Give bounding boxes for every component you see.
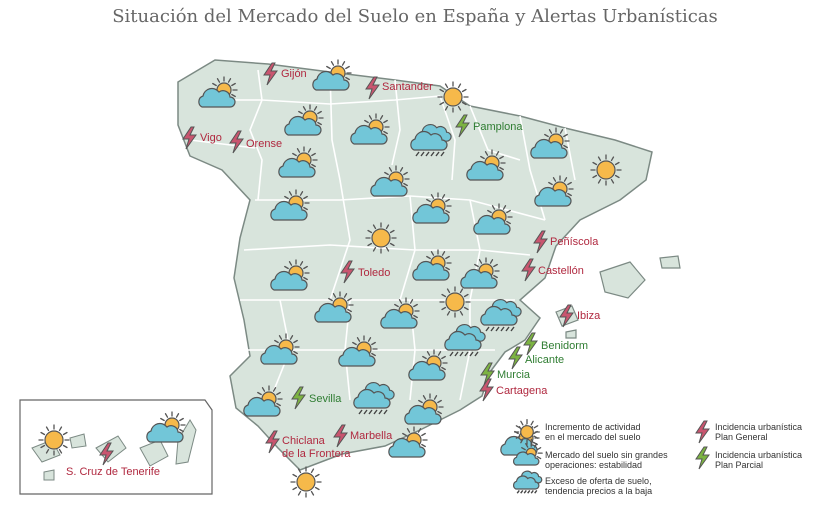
legend-storm-text: Exceso de oferta de suelo, tendencia prec… [545,476,653,496]
alert-parcial-bolt-icon [508,346,523,370]
map-marker-cloud-sun-icon [284,104,324,136]
alert-general-bolt-icon [182,126,197,150]
map-marker-cloud-sun-icon [412,249,452,281]
alert-label: S. Cruz de Tenerife [66,466,160,478]
alert-parcial-bolt-icon [480,362,495,386]
map-marker-cloud-sun-icon [243,385,283,417]
alert-general-bolt-icon [533,230,548,254]
alert-general-bolt-icon [365,76,380,100]
map-marker-sun-icon [365,222,397,254]
legend-cloud-sun-text: Mercado del suelo sin grandes operaciones… [545,450,668,470]
map-marker-cloud-sun-icon [350,113,390,145]
map-marker-sun-icon [439,286,471,318]
alert-general-bolt-icon [559,304,574,328]
legend-storm-icon [513,470,543,494]
alert-general-bolt-icon [99,442,114,466]
map-marker-cloud-sun-icon [530,127,570,159]
alert-label: Marbella [350,430,393,442]
alert-general-bolt-icon [265,430,280,454]
map-marker-cloud-sun-icon [473,203,513,235]
alert-general-bolt-icon [340,260,355,284]
alert-label: Alicante [525,354,565,366]
map-marker-cloud-sun-icon [314,291,354,323]
map-marker-storm-icon [353,381,395,415]
alert-label: Chiclana de la Frontera [282,435,351,460]
legend-general-bolt-icon [695,420,710,444]
map-marker-cloud-sun-icon [198,76,238,108]
alert-label: Gijón [281,68,307,80]
alert-parcial-bolt-icon [455,114,470,138]
map-marker-cloud-sun-icon [460,257,500,289]
map-marker-sun-icon [38,424,70,456]
alert-label: Orense [246,138,283,150]
map-marker-cloud-sun-icon [312,59,352,91]
map-marker-storm-icon [444,323,486,357]
legend-general-text: Incidencia urbanística Plan General [715,422,803,442]
map-marker-storm-icon [480,298,522,332]
map-marker-storm-icon [410,123,452,157]
legend-parcial-bolt-icon [695,446,710,470]
legend-cloud-sun-icon [513,441,543,466]
alert-general-bolt-icon [263,62,278,86]
formentera [565,329,577,339]
alert-label: Santander [382,81,433,93]
map-marker-sun-icon [437,81,469,113]
map-title: Situación del Mercado del Suelo en Españ… [112,6,718,27]
alert-label: Pamplona [473,121,523,133]
map-marker-cloud-sun-icon [404,393,444,425]
map-marker-cloud-sun-icon [380,297,420,329]
alert-label: Vigo [200,132,222,144]
alert-label: Peñíscola [550,236,599,248]
alert-label: Benidorm [541,340,589,352]
map-marker-cloud-sun-icon [146,411,186,443]
map-marker-cloud-sun-icon [412,192,452,224]
alert-label: Cartagena [496,385,548,397]
map-marker-cloud-sun-icon [466,149,506,181]
alert-general-bolt-icon [521,258,536,282]
alert-label: Castellón [538,265,584,277]
map-marker-cloud-sun-icon [270,259,310,291]
marker-layer [38,59,622,498]
map-marker-sun-icon [590,154,622,186]
map-marker-cloud-sun-icon [278,146,318,178]
map-marker-cloud-sun-icon [388,426,428,458]
alert-general-bolt-icon [479,378,494,402]
map-marker-cloud-sun-icon [408,349,448,381]
alert-label: Murcia [497,369,531,381]
map-marker-sun-icon [290,466,322,498]
alert-label: Ibiza [577,310,601,322]
alert-general-bolt-icon [333,424,348,448]
legend-sun-text: Incremento de actividad en el mercado del… [545,422,641,442]
alert-layer [99,62,574,466]
canary-inset [19,399,213,495]
map-marker-cloud-sun-icon [534,175,574,207]
legend-parcial-text: Incidencia urbanística Plan Parcial [715,450,803,470]
map-marker-cloud-sun-icon [338,335,378,367]
legend-icons [513,419,710,494]
map-marker-cloud-sun-icon [370,165,410,197]
legend-sun-icon [514,419,540,445]
map-marker-cloud-sun-icon [260,333,300,365]
alert-parcial-bolt-icon [523,332,538,356]
mallorca [599,261,646,299]
alert-label: Sevilla [309,393,342,405]
map-marker-cloud-sun-icon [270,189,310,221]
menorca [659,255,681,269]
alert-label: Toledo [358,267,391,279]
alert-parcial-bolt-icon [291,386,306,410]
alert-general-bolt-icon [229,130,244,154]
